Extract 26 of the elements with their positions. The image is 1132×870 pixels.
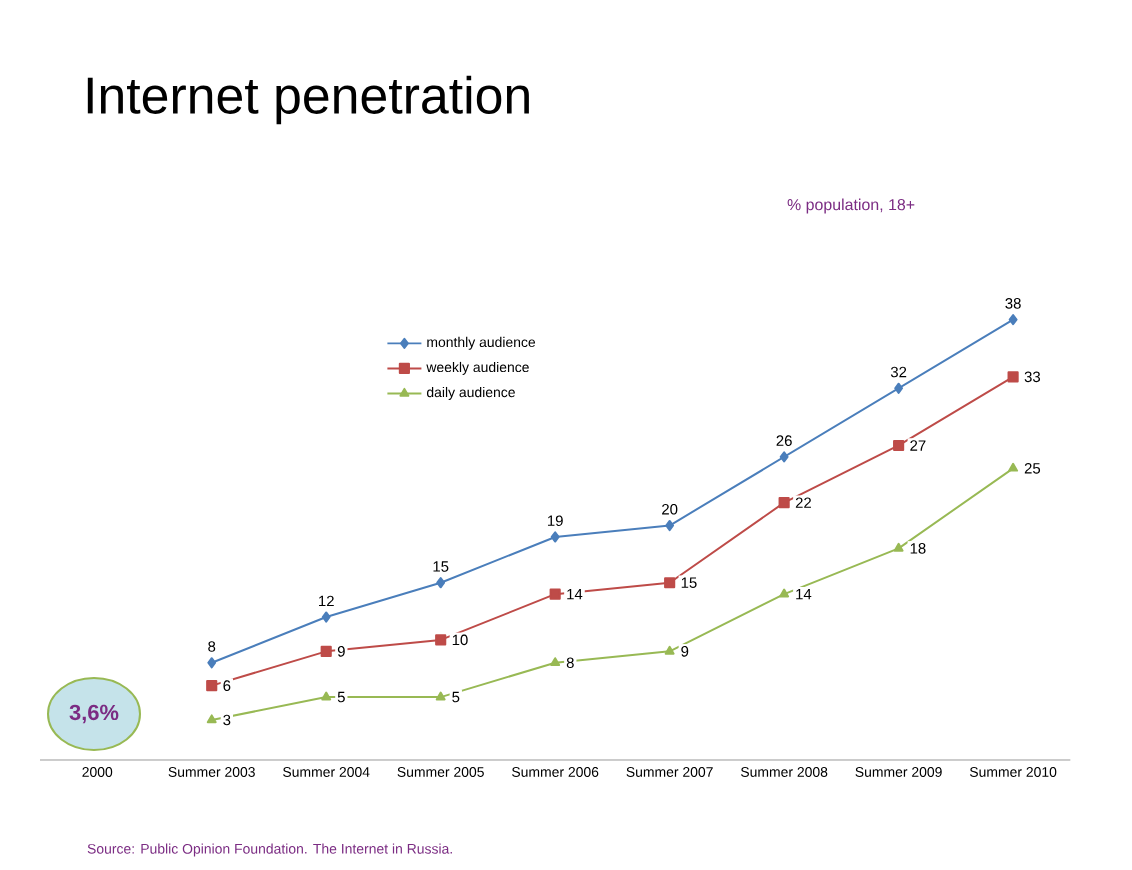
point xyxy=(206,680,218,692)
point xyxy=(206,714,217,724)
point xyxy=(435,691,446,701)
point xyxy=(435,634,447,646)
point xyxy=(664,577,676,589)
point xyxy=(549,588,561,600)
point xyxy=(664,645,675,655)
point xyxy=(893,439,905,452)
point xyxy=(893,542,904,552)
point xyxy=(779,451,789,463)
point xyxy=(207,657,217,669)
point xyxy=(320,645,332,657)
chart-title: Internet penetration xyxy=(87,75,529,125)
point xyxy=(894,382,904,394)
point xyxy=(665,519,675,532)
point xyxy=(779,588,790,598)
point xyxy=(1008,462,1019,472)
point xyxy=(1008,314,1018,326)
point xyxy=(778,497,790,509)
point xyxy=(436,577,446,589)
point xyxy=(321,611,331,623)
point xyxy=(550,531,560,543)
point xyxy=(1007,371,1019,383)
point xyxy=(550,657,561,667)
point xyxy=(321,691,332,701)
annotation: 3,6% xyxy=(69,704,119,724)
